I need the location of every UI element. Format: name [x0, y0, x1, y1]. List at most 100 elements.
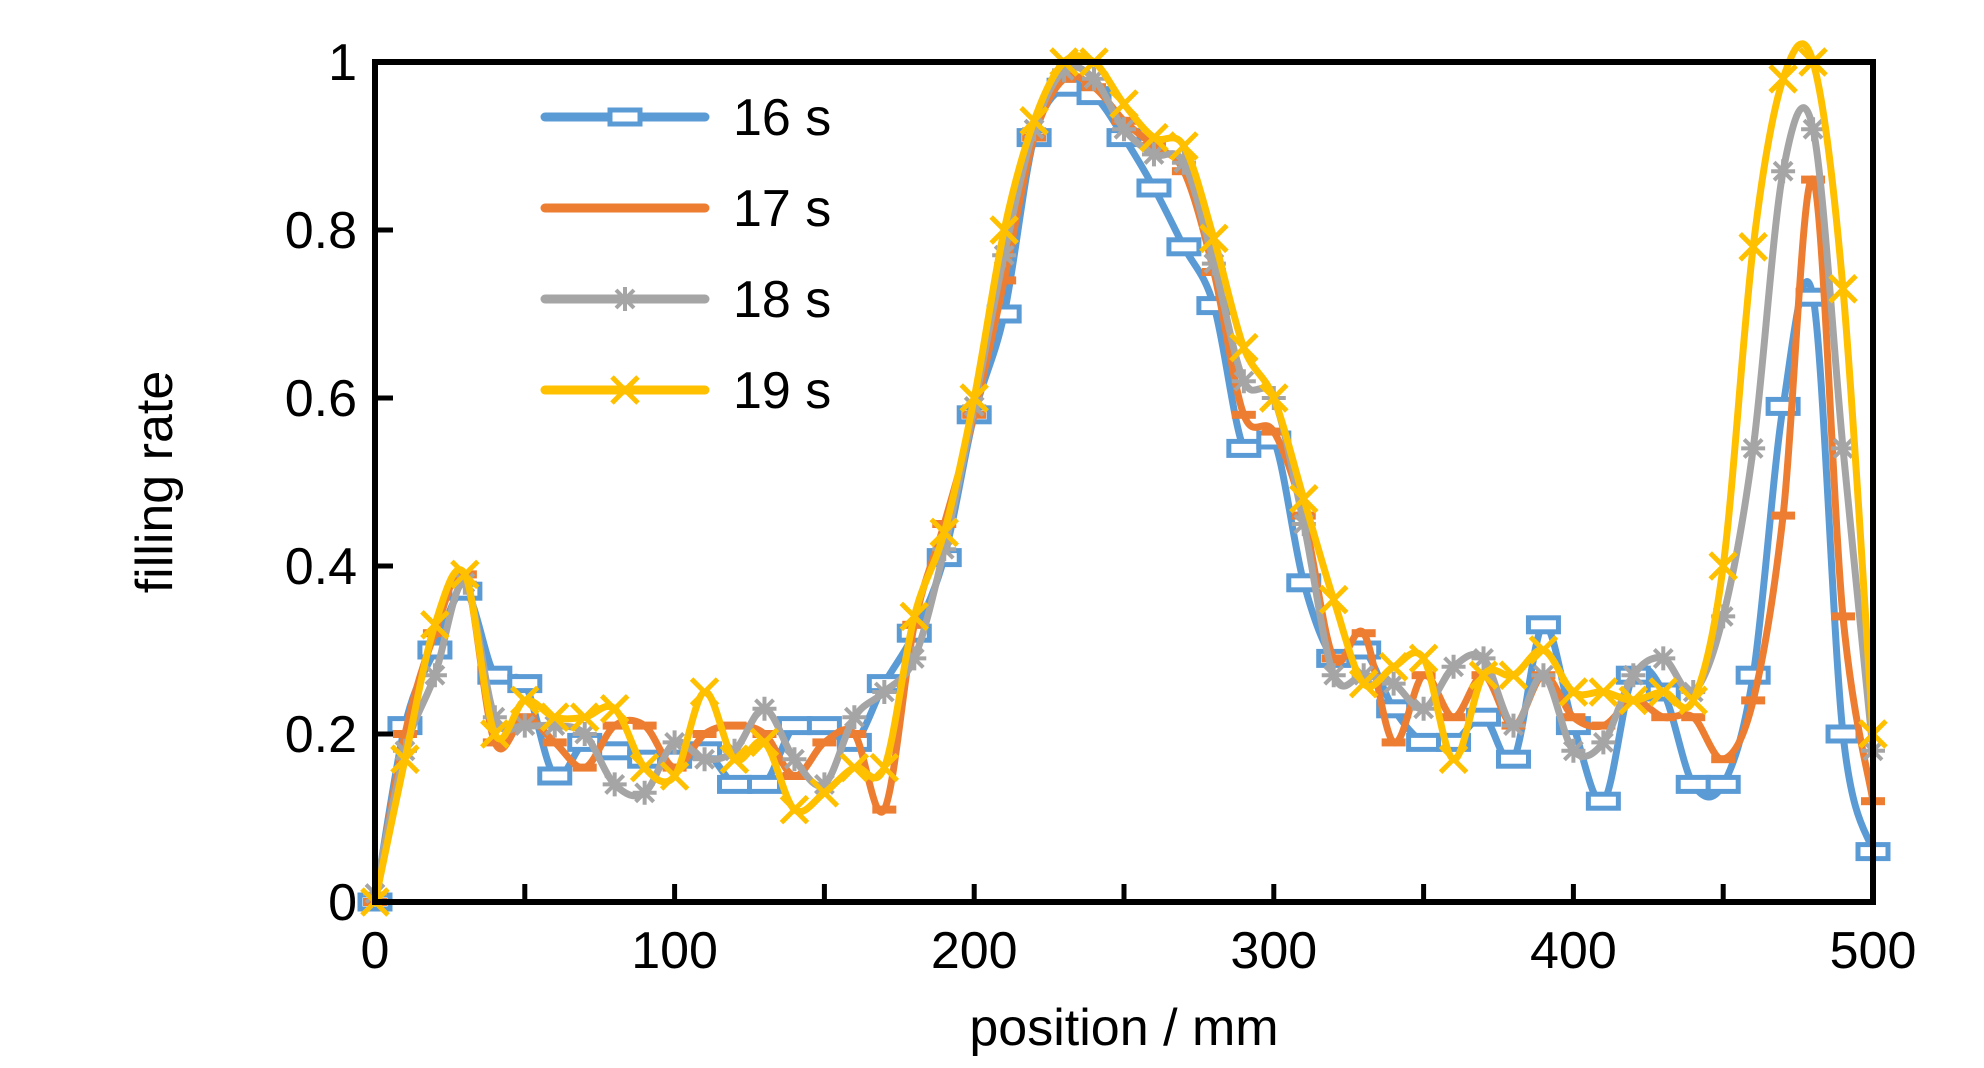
data-point: [662, 730, 687, 755]
data-point: [1318, 584, 1349, 615]
x-tick-label: 0: [361, 922, 390, 980]
data-point: [1171, 150, 1196, 175]
data-point: [1019, 106, 1049, 136]
data-point: [662, 763, 687, 772]
data-point: [632, 780, 657, 805]
data-point: [1381, 671, 1406, 696]
axes-layer: 0 100 200 300 400 500 0 0.2 0.4 0.6 0.8 1: [285, 34, 1917, 980]
data-point: [482, 705, 507, 730]
data-point: [1321, 654, 1346, 663]
data-point: [392, 730, 417, 738]
data-point: [1531, 663, 1556, 688]
data-point: [1501, 713, 1526, 738]
legend-swatch-marker: [610, 375, 640, 405]
x-tick-label: 300: [1230, 922, 1317, 980]
x-tick-label: 400: [1530, 922, 1617, 980]
legend-item: 17 s: [540, 180, 831, 238]
data-point: [1321, 663, 1346, 688]
legend-item: 18 s: [540, 271, 831, 329]
data-point: [1771, 159, 1796, 184]
legend-item: 19 s: [540, 362, 831, 420]
data-point: [746, 774, 782, 794]
data-point: [390, 744, 420, 774]
data-point: [1828, 274, 1858, 304]
data-point: [752, 730, 777, 738]
data-point: [1831, 612, 1856, 621]
series-line: [371, 72, 1877, 906]
data-point: [1261, 427, 1286, 436]
plot-area-frame: [372, 59, 1876, 905]
series-line: [371, 40, 1877, 906]
data-point: [899, 601, 930, 632]
data-point: [1561, 713, 1586, 722]
data-point: [1528, 635, 1559, 665]
data-point: [1229, 332, 1259, 363]
data-point: [809, 778, 840, 808]
data-point: [1741, 436, 1766, 461]
legend-swatch-marker: [613, 287, 637, 311]
data-point: [1082, 66, 1107, 91]
data-point: [510, 685, 540, 716]
y-tick-label: 1: [328, 34, 357, 92]
data-point: [1705, 774, 1741, 794]
data-point: [572, 763, 597, 772]
data-point: [1618, 685, 1649, 716]
data-point: [1741, 696, 1766, 705]
data-point: [1201, 251, 1226, 276]
data-point: [1441, 713, 1466, 722]
x-axis-title: position / mm: [969, 999, 1278, 1057]
data-point: [1166, 237, 1202, 257]
data-point: [1438, 744, 1469, 774]
data-point: [1169, 131, 1199, 161]
data-point: [1588, 677, 1619, 707]
data-point: [806, 716, 842, 736]
data-point: [692, 747, 717, 772]
x-tick-label: 200: [931, 922, 1018, 980]
data-point: [539, 702, 570, 732]
y-tick-label: 0.6: [285, 370, 357, 428]
data-point: [512, 713, 537, 738]
data-point: [782, 772, 807, 780]
series-4: [360, 40, 1888, 917]
data-point: [1771, 511, 1796, 520]
data-point: [1468, 660, 1499, 690]
data-point: [1052, 58, 1077, 83]
x-tick-label: 100: [631, 922, 718, 980]
data-point: [722, 738, 747, 763]
data-point: [480, 719, 510, 749]
data-point: [1648, 677, 1679, 707]
data-point: [1738, 232, 1768, 262]
data-point: [420, 610, 450, 640]
legend: 16 s 17 s 18 s 19 s: [540, 89, 831, 420]
data-point: [776, 716, 812, 736]
data-point: [1231, 410, 1256, 419]
data-point: [1348, 668, 1379, 699]
data-point: [782, 747, 807, 772]
data-point: [1651, 713, 1676, 722]
data-point: [839, 752, 870, 783]
data-point: [1381, 738, 1406, 747]
data-point: [599, 694, 630, 724]
data-point: [629, 752, 660, 783]
series-2: [363, 72, 1885, 906]
data-point: [1471, 646, 1496, 671]
data-point: [1558, 677, 1589, 707]
data-point: [1226, 438, 1262, 458]
data-point: [1112, 117, 1136, 142]
legend-label: 16 s: [733, 89, 831, 147]
data-point: [1351, 629, 1376, 638]
data-point: [569, 702, 600, 732]
y-tick-label: 0.4: [285, 538, 357, 596]
data-point: [989, 215, 1019, 245]
data-point: [1678, 685, 1709, 716]
data-point: [692, 730, 717, 738]
data-point: [992, 243, 1017, 268]
data-point: [1411, 671, 1436, 680]
data-point: [1525, 615, 1561, 635]
data-point: [1801, 175, 1826, 184]
data-point: [1561, 738, 1586, 763]
data-point: [422, 663, 447, 688]
legend-label: 18 s: [733, 271, 831, 329]
data-point: [689, 677, 720, 707]
